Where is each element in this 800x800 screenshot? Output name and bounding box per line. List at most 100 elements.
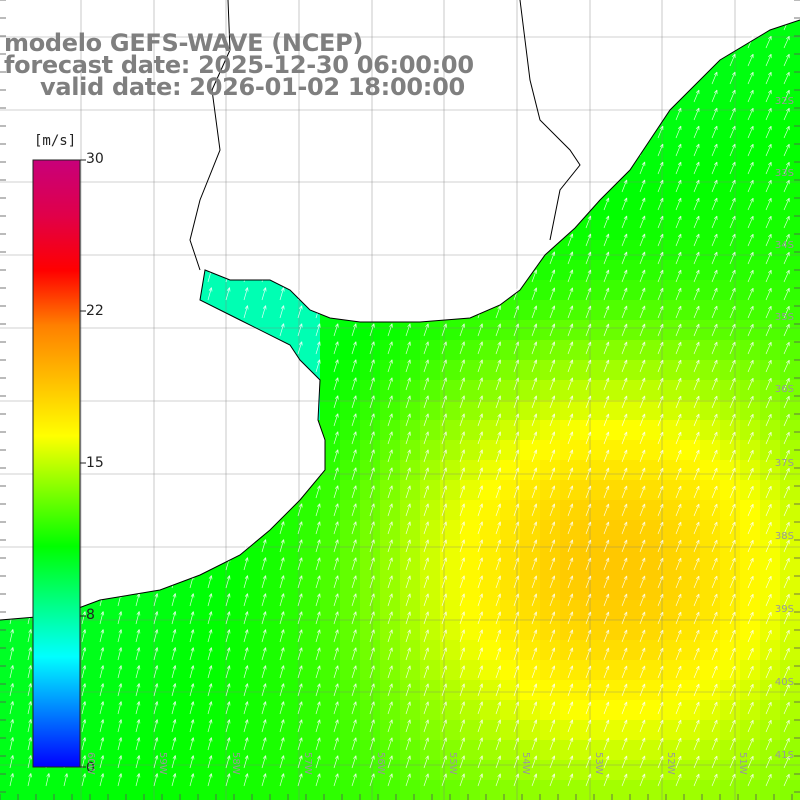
lon-label: 57W	[302, 752, 313, 775]
wind-arrow	[621, 287, 628, 301]
wind-arrow	[117, 755, 123, 769]
field-cell	[420, 500, 441, 521]
wind-arrow	[459, 647, 465, 661]
wind-arrow	[369, 629, 375, 643]
wind-arrow	[765, 683, 772, 697]
wind-arrow	[333, 503, 339, 517]
field-cell	[620, 460, 641, 481]
wind-arrow	[387, 395, 393, 409]
wind-arrow	[549, 575, 556, 589]
wind-arrow	[369, 413, 375, 427]
field-cell	[600, 640, 621, 661]
wind-arrow	[657, 269, 664, 283]
wind-arrow	[747, 125, 754, 139]
field-cell	[620, 180, 641, 201]
field-cell	[100, 760, 121, 781]
wind-arrow	[711, 359, 718, 373]
lon-label: 59W	[157, 752, 168, 775]
wind-arrow	[765, 359, 772, 373]
field-cell	[360, 740, 381, 761]
field-cell	[340, 760, 361, 781]
wind-arrow	[765, 431, 772, 445]
field-cell	[0, 620, 21, 641]
wind-arrow	[729, 233, 736, 247]
field-cell	[280, 680, 301, 701]
wind-arrow	[225, 269, 231, 283]
wind-arrow	[351, 629, 357, 643]
field-cell	[540, 480, 561, 501]
field-cell	[720, 300, 741, 321]
field-cell	[660, 740, 681, 761]
field-cell	[760, 360, 781, 381]
wind-arrow	[495, 683, 501, 697]
field-cell	[260, 780, 281, 800]
wind-arrow	[621, 503, 628, 517]
wind-arrow	[243, 701, 249, 715]
field-cell	[660, 500, 681, 521]
wind-arrow	[333, 701, 339, 715]
field-cell	[440, 400, 461, 421]
wind-arrow	[783, 683, 790, 697]
field-cell	[560, 300, 581, 321]
field-cell	[280, 720, 301, 741]
wind-arrow	[441, 683, 447, 697]
lon-label: 52W	[665, 752, 676, 775]
wind-arrow	[495, 341, 501, 355]
wind-arrow	[333, 629, 339, 643]
wind-arrow	[603, 431, 610, 445]
wind-arrow	[747, 719, 754, 733]
wind-arrow	[675, 773, 682, 787]
wind-arrow	[477, 539, 483, 553]
field-cell	[360, 440, 381, 461]
field-cell	[140, 660, 161, 681]
wind-arrow	[693, 215, 700, 229]
wind-arrow	[765, 341, 772, 355]
field-cell	[500, 320, 521, 341]
wind-arrow	[423, 503, 429, 517]
wind-arrow	[567, 251, 574, 265]
wind-arrow	[711, 719, 718, 733]
wind-arrow	[567, 377, 574, 391]
wind-arrow	[423, 593, 429, 607]
field-cell	[260, 700, 281, 721]
field-cell	[680, 560, 701, 581]
wind-arrow	[639, 683, 646, 697]
wind-arrow	[477, 359, 483, 373]
wind-arrow	[369, 323, 375, 337]
field-cell	[720, 720, 741, 741]
field-cell	[560, 380, 581, 401]
field-cell	[180, 680, 201, 701]
wind-arrow	[639, 305, 646, 319]
wind-arrow	[729, 665, 736, 679]
field-cell	[520, 660, 541, 681]
field-cell	[600, 440, 621, 461]
wind-arrow	[549, 305, 556, 319]
field-cell	[300, 600, 321, 621]
wind-arrow	[549, 773, 556, 787]
lat-label: 41S	[774, 750, 794, 761]
wind-arrow	[27, 647, 32, 661]
wind-arrow	[765, 233, 772, 247]
wind-arrow	[477, 323, 483, 337]
wind-arrow	[639, 503, 646, 517]
wind-arrow	[621, 539, 628, 553]
field-cell	[640, 780, 661, 800]
wind-arrow	[459, 575, 465, 589]
wind-arrow	[405, 359, 411, 373]
wind-arrow	[513, 305, 520, 319]
wind-arrow	[585, 701, 592, 715]
field-cell	[660, 520, 681, 541]
wind-arrow	[315, 305, 321, 319]
wind-arrow	[567, 449, 574, 463]
wind-arrow	[657, 323, 664, 337]
field-cell	[380, 360, 401, 381]
wind-arrow	[783, 413, 790, 427]
colorbar-bar	[32, 159, 81, 768]
wind-arrow	[567, 359, 574, 373]
wind-arrow	[549, 629, 556, 643]
wind-arrow	[693, 395, 700, 409]
wind-arrow	[351, 719, 357, 733]
field-cell	[420, 720, 441, 741]
wind-arrow	[747, 233, 754, 247]
field-cell	[680, 540, 701, 561]
